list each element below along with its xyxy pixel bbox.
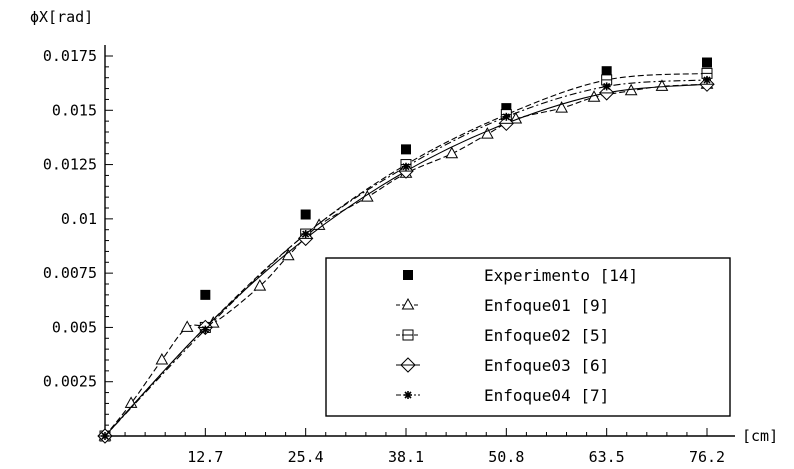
series-2-point bbox=[445, 146, 459, 159]
series-5-point-d2 bbox=[101, 432, 109, 440]
series-5-point bbox=[101, 432, 109, 440]
series-5-point bbox=[301, 230, 310, 239]
series-4 bbox=[97, 76, 715, 444]
x-tick-label: 38.1 bbox=[388, 448, 424, 466]
series-5-point-d2 bbox=[603, 82, 611, 90]
x-tick-label: 12.7 bbox=[187, 448, 223, 466]
series-2-point bbox=[555, 101, 568, 113]
y-axis-label: ϕX[rad] bbox=[30, 8, 93, 26]
legend-entries: Experimento [14] Enfoque01 [9] Enfoque02 [… bbox=[396, 266, 638, 405]
plot-area bbox=[97, 57, 715, 444]
legend-label: Experimento [14] bbox=[484, 266, 638, 285]
y-tick-label: 0.0175 bbox=[43, 47, 97, 65]
series-1-point bbox=[702, 57, 712, 68]
legend-label: Enfoque01 [9] bbox=[484, 296, 609, 315]
series-5-line bbox=[104, 79, 708, 437]
series-5-point-d2 bbox=[201, 326, 209, 334]
series-2-point bbox=[481, 127, 494, 139]
legend-label: Enfoque03 [6] bbox=[484, 356, 609, 375]
legend-entry: Enfoque01 [9] bbox=[396, 296, 609, 315]
series-4-point bbox=[699, 76, 715, 92]
series-5-point-d2 bbox=[703, 76, 711, 84]
legend-entry: Enfoque04 [7] bbox=[396, 386, 609, 405]
series-5-point bbox=[502, 112, 511, 121]
x-axis-label: [cm] bbox=[742, 427, 778, 445]
legend: Experimento [14] Enfoque01 [9] Enfoque02 [… bbox=[325, 257, 731, 417]
y-axis: 0.0025 0.005 0.0075 0.01 0.0125 0.015 0.0175 ϕ… bbox=[30, 8, 113, 436]
x-ticks: 12.7 25.4 38.1 50.8 63.5 76.2 bbox=[124, 428, 725, 466]
y-ticks: 0.0025 0.005 0.0075 0.01 0.0125 0.015 0.0175 bbox=[43, 47, 113, 426]
legend-marker bbox=[402, 329, 414, 341]
series-5-point bbox=[402, 162, 410, 171]
x-tick-label: 25.4 bbox=[288, 448, 324, 466]
legend-entry: Enfoque02 [5] bbox=[396, 326, 609, 345]
series-1-point bbox=[200, 289, 211, 300]
legend-entry: Experimento [14] bbox=[403, 266, 638, 285]
legend-marker-d2 bbox=[404, 391, 412, 399]
series-5 bbox=[101, 75, 711, 440]
y-tick-label: 0.0125 bbox=[43, 156, 97, 174]
series-5-point-d2 bbox=[302, 230, 310, 238]
series-1-point bbox=[501, 103, 512, 114]
series-1-point bbox=[401, 144, 411, 155]
legend-entry: Enfoque03 [6] bbox=[396, 356, 609, 375]
series-4-point bbox=[297, 230, 314, 247]
y-tick-label: 0.005 bbox=[52, 318, 97, 336]
legend-box bbox=[325, 257, 731, 417]
series-2-point bbox=[312, 218, 326, 230]
series-2-point bbox=[655, 79, 669, 91]
legend-marker bbox=[400, 357, 416, 373]
series-2-point bbox=[253, 279, 267, 291]
series-4-point bbox=[598, 85, 615, 101]
series-4-point bbox=[498, 115, 515, 132]
legend-label: Enfoque04 [7] bbox=[484, 386, 609, 405]
y-tick-label: 0.01 bbox=[61, 210, 97, 228]
series-2-point bbox=[155, 352, 169, 365]
y-tick-label: 0.0025 bbox=[43, 373, 97, 391]
legend-marker bbox=[404, 391, 412, 399]
series-1-point bbox=[601, 66, 612, 77]
series-5-point-d2 bbox=[402, 163, 410, 171]
x-tick-label: 76.2 bbox=[689, 448, 725, 466]
series-1-point bbox=[300, 209, 311, 220]
series-5-point-d2 bbox=[502, 113, 510, 121]
series-4-point bbox=[398, 163, 414, 179]
x-tick-label: 63.5 bbox=[589, 448, 625, 466]
y-tick-label: 0.0075 bbox=[43, 264, 97, 282]
series-5-point bbox=[201, 325, 210, 334]
x-axis: 12.7 25.4 38.1 50.8 63.5 76.2 [cm] bbox=[105, 427, 778, 466]
series-5-point bbox=[602, 82, 611, 91]
legend-marker bbox=[401, 297, 415, 310]
series-5-point bbox=[703, 75, 711, 84]
y-tick-label: 0.015 bbox=[52, 101, 97, 119]
x-tick-label: 50.8 bbox=[488, 448, 524, 466]
legend-marker bbox=[403, 270, 413, 280]
series-2-point bbox=[180, 320, 194, 332]
legend-label: Enfoque02 [5] bbox=[484, 326, 609, 345]
